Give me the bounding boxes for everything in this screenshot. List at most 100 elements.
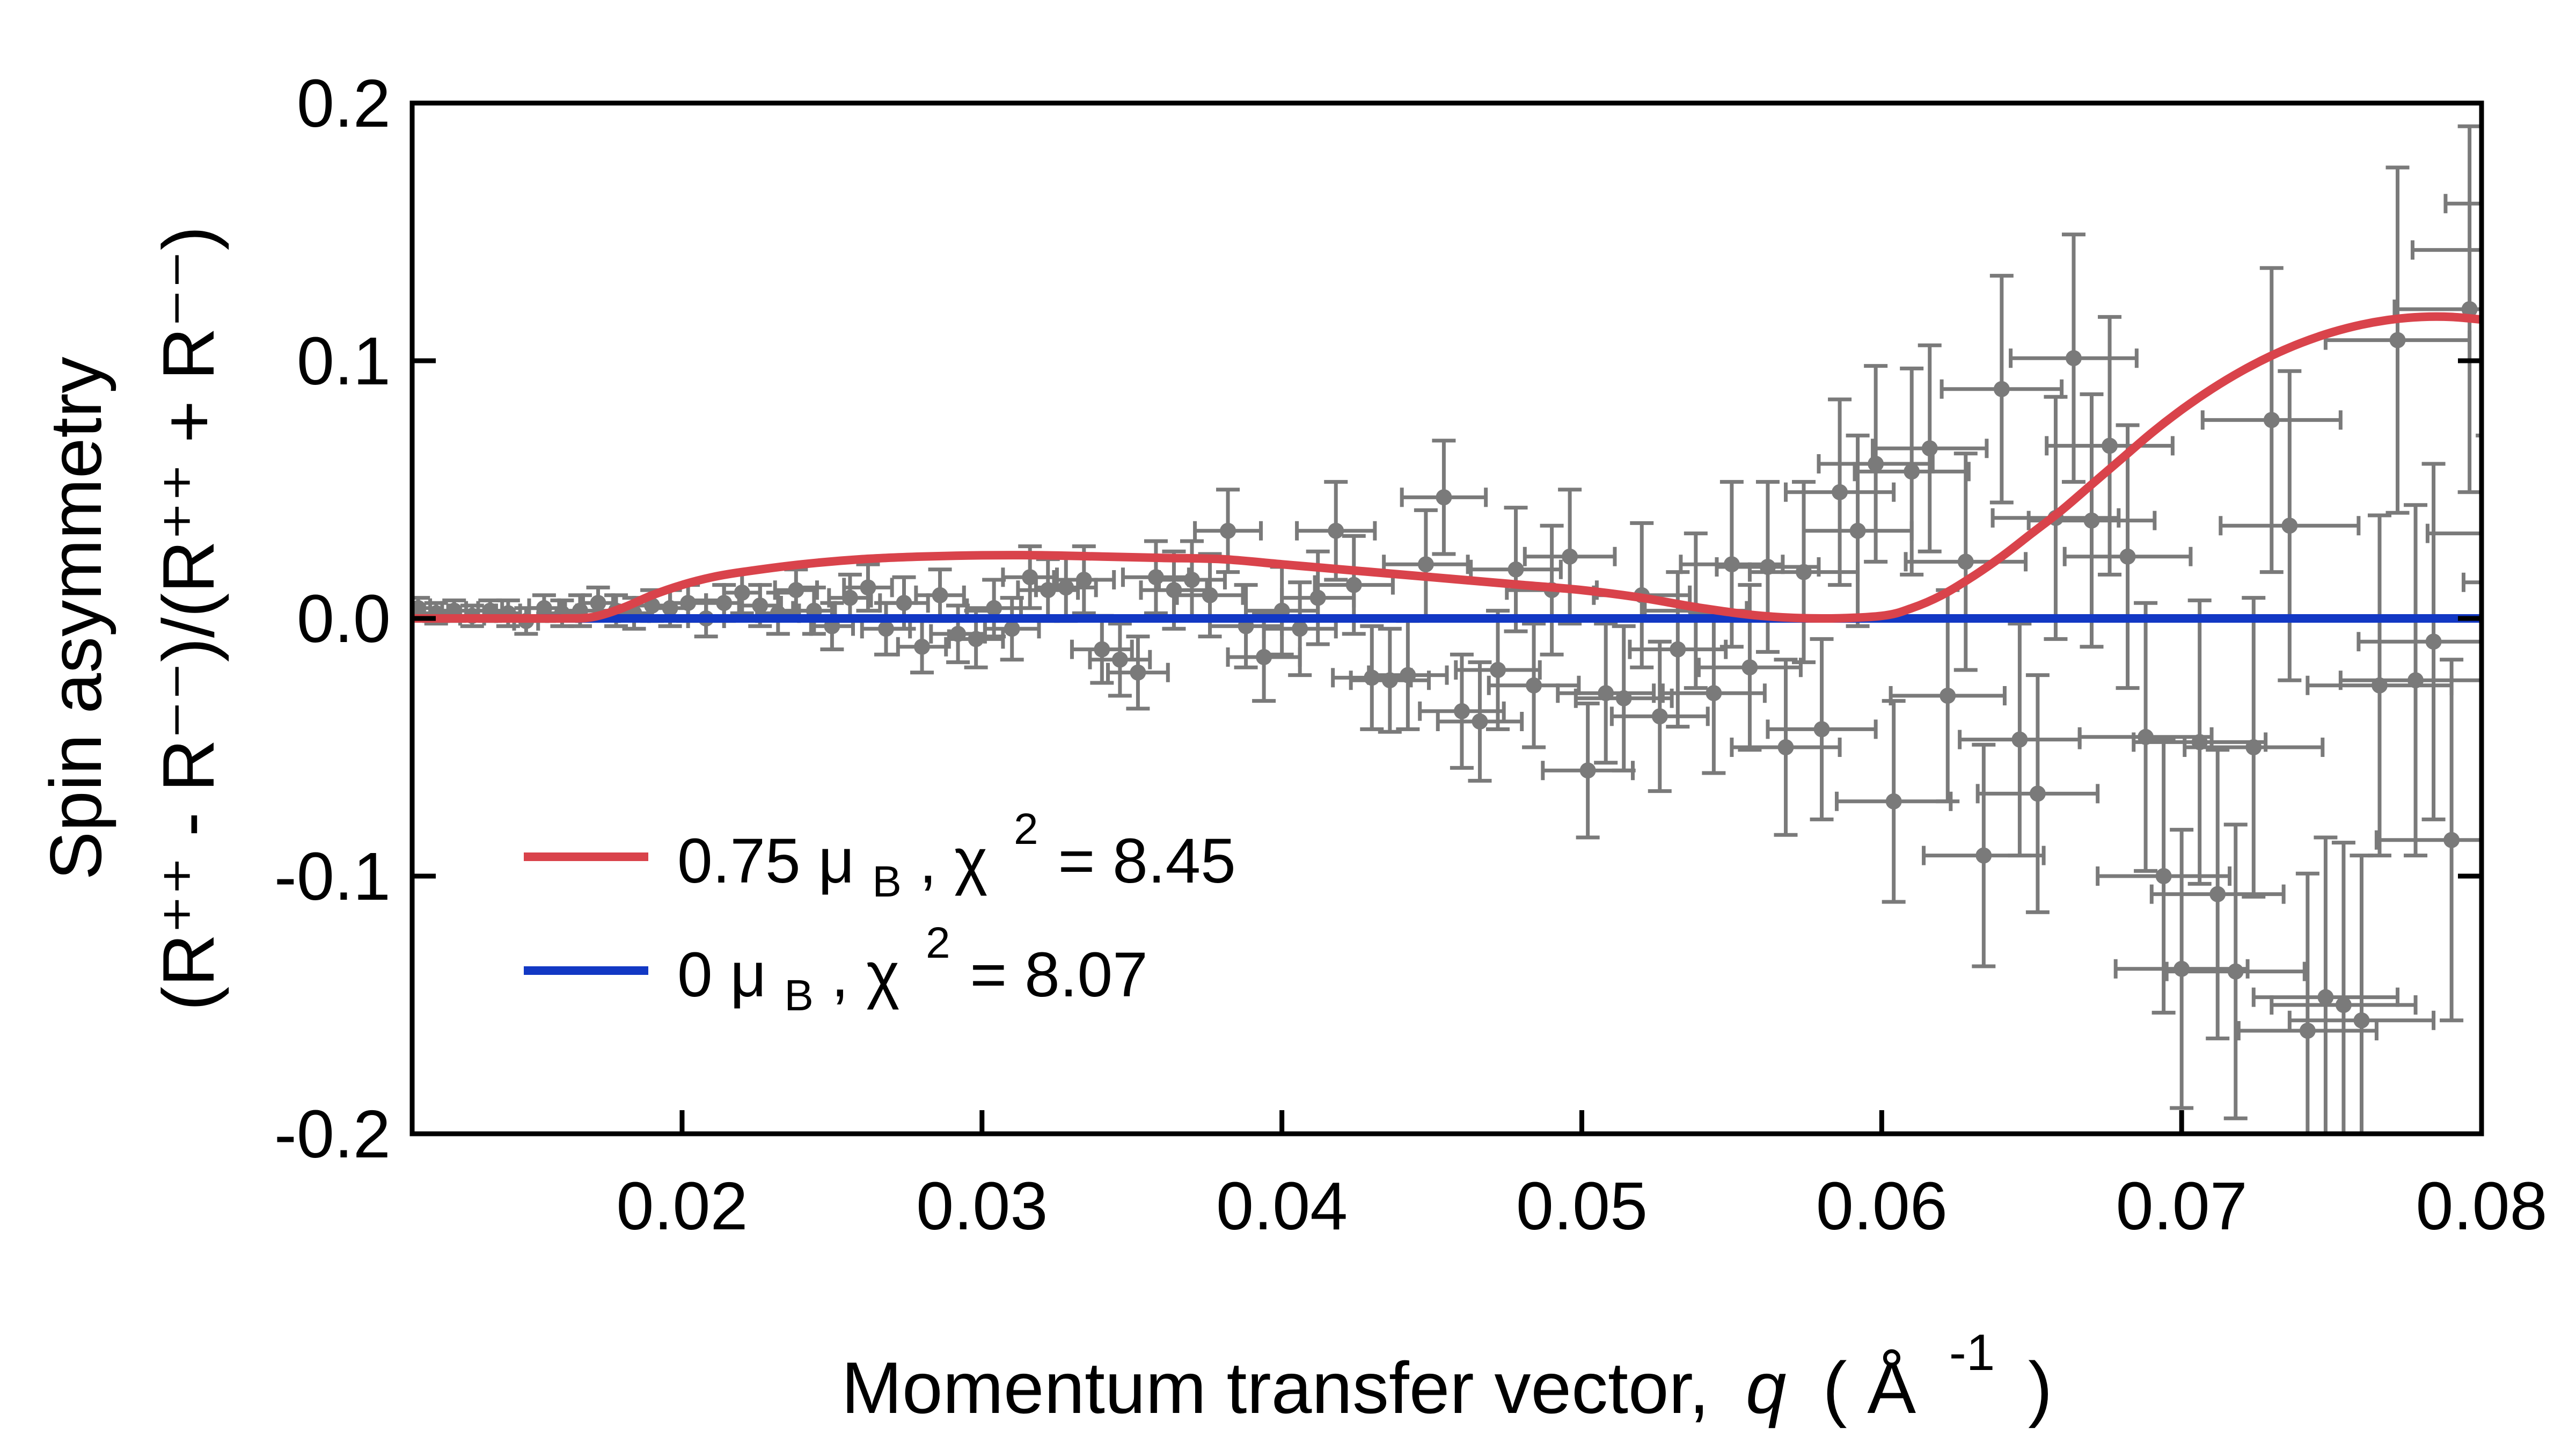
data-marker	[1796, 564, 1812, 580]
y-axis-label: Spin asymmetry (R⁺⁺ - R⁻⁻)/(R⁺⁺ + R⁻⁻)	[35, 226, 229, 1011]
data-marker	[1345, 577, 1362, 593]
x-axis-label-unit: ( Å	[1823, 1347, 1916, 1429]
y-tick-label: 0.0	[297, 581, 391, 657]
data-point	[1523, 487, 1617, 626]
data-point	[2357, 462, 2482, 821]
data-marker	[2263, 412, 2280, 428]
data-point	[1628, 570, 1728, 729]
data-point	[2287, 854, 2436, 1134]
data-marker	[2083, 512, 2100, 529]
data-point	[1834, 699, 1953, 904]
x-tick-label: 0.05	[1516, 1168, 1648, 1244]
data-point	[2062, 423, 2193, 690]
data-point	[2410, 240, 2482, 438]
data-point	[1975, 673, 2100, 914]
data-marker	[2011, 731, 2028, 748]
data-marker	[1832, 484, 1848, 500]
legend-075-main: 0.75 μ	[677, 826, 854, 897]
legend-075-chi: , χ	[919, 826, 988, 897]
data-point	[1331, 624, 1413, 731]
data-marker	[1075, 572, 1092, 588]
x-tick-label: 0.06	[1816, 1168, 1948, 1244]
data-point	[1001, 544, 1059, 610]
data-marker	[1562, 548, 1578, 565]
y-axis-label-line2: (R⁺⁺ - R⁻⁻)/(R⁺⁺ + R⁻⁻)	[148, 226, 229, 1011]
data-marker	[716, 595, 733, 611]
data-marker	[1364, 669, 1380, 686]
x-axis-label-close: )	[2028, 1347, 2052, 1429]
legend: 0.75 μ B , χ 2 = 8.45 0 μ B , χ 2 = 8.07	[524, 805, 1236, 1024]
y-axis-label-line1: Spin asymmetry	[35, 357, 116, 880]
data-marker	[1111, 651, 1128, 668]
data-marker	[2353, 1012, 2370, 1029]
x-axis-label: Momentum transfer vector, q ( Å -1 )	[841, 1304, 2053, 1429]
data-point	[842, 562, 894, 613]
data-marker	[877, 621, 894, 637]
data-point	[2219, 369, 2361, 682]
data-point	[1034, 552, 1098, 623]
data-point	[2461, 572, 2482, 592]
y-tick-label: 0.2	[297, 65, 391, 141]
data-marker	[2119, 548, 2136, 565]
data-marker	[2515, 195, 2531, 212]
data-point	[1349, 626, 1431, 734]
data-marker	[2245, 739, 2262, 755]
data-marker	[932, 587, 948, 603]
legend-0-sup: 2	[926, 919, 950, 967]
data-marker	[2209, 886, 2226, 902]
data-marker	[968, 631, 984, 647]
data-point	[1940, 274, 2064, 505]
data-marker	[1579, 762, 1596, 779]
data-marker	[1975, 847, 1992, 864]
data-marker	[1904, 463, 1920, 480]
data-marker	[1292, 621, 1308, 637]
data-point	[2009, 232, 2139, 484]
data-marker	[2102, 438, 2118, 454]
x-axis-label-text: Momentum transfer vector,	[841, 1347, 1709, 1429]
data-point	[1400, 439, 1488, 556]
data-marker	[1723, 556, 1740, 573]
data-marker	[2498, 526, 2514, 542]
data-marker	[1400, 667, 1416, 683]
data-marker	[1220, 522, 1236, 539]
legend-0-sub: B	[784, 971, 814, 1020]
data-point	[2026, 392, 2157, 649]
data-point	[2132, 598, 2268, 886]
data-point	[2270, 841, 2418, 1134]
data-marker	[1328, 522, 1344, 539]
data-marker	[1094, 641, 1110, 658]
data-point	[2183, 596, 2325, 899]
data-point	[1904, 451, 2028, 672]
data-point	[2323, 165, 2472, 515]
data-marker	[1507, 561, 1524, 578]
data-marker	[1058, 579, 1074, 596]
data-marker	[752, 597, 769, 614]
data-point	[1660, 611, 1767, 775]
legend-label-0: 0 μ B , χ 2 = 8.07	[677, 901, 1148, 1024]
data-point	[1853, 366, 1971, 577]
data-marker	[1885, 793, 1902, 810]
data-marker	[1615, 690, 1632, 706]
data-marker	[860, 579, 876, 596]
data-marker	[841, 589, 858, 606]
data-point	[1088, 622, 1152, 698]
data-marker	[1004, 621, 1020, 637]
data-marker	[1813, 721, 1830, 738]
x-axis-label-exp: -1	[1949, 1324, 1995, 1381]
data-marker	[1183, 572, 1200, 588]
data-point	[1871, 343, 1989, 553]
data-marker	[734, 585, 750, 601]
data-point	[2164, 822, 2307, 1120]
data-point	[2236, 871, 2379, 1134]
data-point	[2425, 523, 2514, 543]
data-point	[2443, 194, 2531, 214]
data-point	[1418, 652, 1506, 770]
y-tick-label: -0.2	[274, 1096, 391, 1172]
legend-075-sup: 2	[1014, 805, 1038, 854]
data-marker	[1741, 659, 1758, 676]
data-marker	[1651, 708, 1668, 725]
data-marker	[2425, 633, 2442, 650]
data-marker	[1436, 489, 1452, 506]
data-marker	[1993, 381, 2010, 397]
